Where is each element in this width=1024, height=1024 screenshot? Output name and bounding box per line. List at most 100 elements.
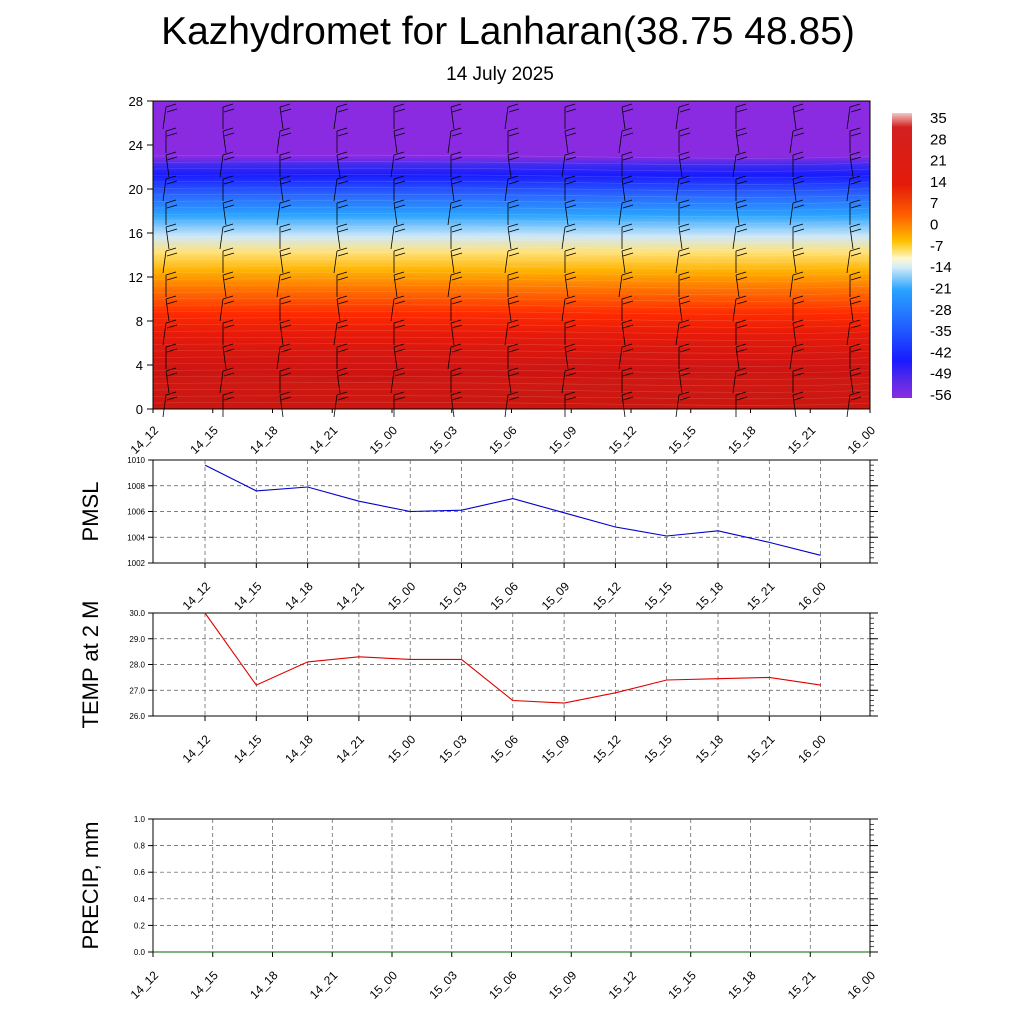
wind-barb-flag	[735, 247, 747, 252]
wind-barb-flag	[279, 367, 291, 372]
wind-barb-flag	[280, 204, 292, 209]
wind-barb-flag	[336, 271, 348, 276]
wind-barb-flag	[564, 151, 576, 156]
wind-barb-flag	[849, 319, 861, 324]
heatmap-contour	[152, 265, 871, 270]
wind-barb-staff	[846, 322, 851, 346]
wind-barb-staff	[276, 130, 281, 154]
wind-barb-flag	[507, 271, 519, 276]
y-tick-label: 0.2	[134, 921, 146, 930]
wind-barb-flag	[507, 343, 519, 348]
wind-barb-flag	[394, 228, 406, 233]
wind-barb-flag	[793, 372, 805, 377]
wind-barb	[222, 271, 235, 298]
x-tick-label: 15_03	[436, 732, 470, 766]
x-tick-label: 15_09	[539, 732, 573, 766]
wind-barb-flag	[508, 348, 520, 353]
wind-barb-flag	[792, 103, 804, 108]
wind-barb-staff	[333, 250, 338, 274]
wind-barb	[564, 391, 577, 417]
wind-barb-staff	[564, 274, 569, 298]
wind-barb-flag	[850, 156, 862, 161]
wind-barb-flag	[394, 372, 406, 377]
colorbar-label: -56	[930, 387, 952, 404]
wind-barb	[621, 319, 634, 346]
x-tick-label: 14_12	[180, 732, 214, 766]
wind-barb-flag	[166, 348, 178, 353]
chart-title: Kazhydromet for Lanharan(38.75 48.85)	[161, 10, 855, 53]
wind-barb	[390, 295, 406, 322]
wind-barb-flag	[622, 396, 634, 401]
wind-barb-flag	[222, 271, 234, 276]
x-tick-label: 15_21	[744, 732, 778, 766]
wind-barb	[333, 391, 349, 418]
wind-barb	[732, 223, 748, 250]
wind-barb-staff	[846, 394, 851, 418]
wind-barb-flag	[565, 276, 577, 281]
x-tick-label: 15_12	[590, 732, 624, 766]
y-tick-label: 26.0	[129, 712, 145, 721]
wind-barb	[276, 199, 292, 226]
wind-barb-flag	[507, 199, 519, 204]
wind-barb	[849, 151, 862, 178]
wind-barb-flag	[792, 391, 804, 396]
wind-barb-flag	[793, 252, 805, 257]
wind-barb-staff	[219, 370, 224, 394]
wind-barb-flag	[679, 348, 691, 353]
wind-barb	[336, 367, 349, 394]
wind-barb-staff	[507, 154, 512, 178]
wind-barb	[450, 223, 463, 249]
wind-barb	[393, 103, 406, 129]
wind-barb-staff	[675, 178, 680, 202]
wind-barb-staff	[678, 154, 683, 178]
colorbar	[892, 113, 912, 398]
wind-barb-flag	[736, 228, 748, 233]
wind-barb-flag	[223, 132, 235, 137]
y-tick-label: 1002	[127, 559, 145, 568]
wind-barb-staff	[279, 178, 284, 202]
wind-barb-flag	[280, 300, 292, 305]
wind-barb-flag	[222, 247, 234, 252]
wind-barb-staff	[279, 106, 284, 130]
wind-barb-staff	[618, 202, 623, 226]
wind-barb-flag	[337, 300, 349, 305]
wind-barb-flag	[337, 132, 349, 137]
wind-barb-staff	[618, 274, 623, 298]
wind-barb-flag	[565, 108, 577, 113]
wind-barb-flag	[849, 343, 861, 348]
wind-barb	[564, 247, 577, 273]
wind-barb	[735, 103, 748, 129]
y-axis-label-2: TEMP at 2 M	[78, 601, 103, 729]
wind-barb	[846, 103, 862, 130]
wind-barb-flag	[223, 276, 235, 281]
wind-barb-flag	[166, 300, 178, 305]
wind-barb-flag	[736, 108, 748, 113]
colorbar-label: 35	[930, 110, 947, 127]
wind-barb-flag	[565, 132, 577, 137]
wind-barb-flag	[622, 252, 634, 257]
wind-barb-flag	[279, 247, 291, 252]
wind-barb-flag	[508, 180, 520, 185]
wind-barb	[621, 295, 634, 321]
heatmap-x-tick-label: 15_06	[486, 423, 520, 457]
wind-barb-staff	[678, 298, 683, 322]
colorbar-label: 14	[930, 174, 947, 191]
wind-barb-flag	[280, 132, 292, 137]
wind-barb	[276, 271, 292, 298]
wind-barb-staff	[504, 394, 509, 418]
wind-barb-staff	[219, 226, 224, 250]
heatmap-contour	[152, 239, 871, 244]
wind-barb-staff	[165, 154, 170, 178]
x-tick-label: 15_21	[785, 968, 819, 1002]
wind-barb-flag	[394, 324, 406, 329]
wind-barb	[846, 391, 862, 418]
wind-barb-flag	[564, 175, 576, 180]
y-tick-label: 30.0	[129, 609, 145, 618]
wind-barb-flag	[166, 228, 178, 233]
x-tick-label: 15_21	[744, 579, 778, 613]
wind-barb	[792, 319, 805, 346]
x-tick-label: 15_03	[426, 968, 460, 1002]
wind-barb-flag	[222, 199, 234, 204]
wind-barb-staff	[447, 130, 452, 154]
wind-barb-flag	[394, 108, 406, 113]
